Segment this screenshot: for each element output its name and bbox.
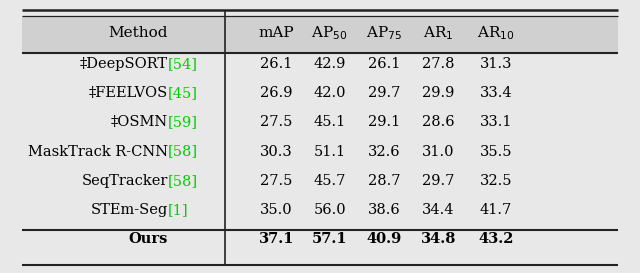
Text: 38.6: 38.6 (367, 203, 401, 217)
Text: 41.7: 41.7 (480, 203, 512, 217)
Text: 28.7: 28.7 (368, 174, 400, 188)
Text: 29.9: 29.9 (422, 86, 454, 100)
Text: 27.5: 27.5 (260, 115, 292, 129)
Text: AR$_{10}$: AR$_{10}$ (477, 25, 515, 42)
Text: ‡OSMN: ‡OSMN (111, 115, 168, 129)
Text: 45.1: 45.1 (314, 115, 346, 129)
Text: 26.9: 26.9 (260, 86, 292, 100)
Text: 33.4: 33.4 (480, 86, 512, 100)
Text: 32.6: 32.6 (368, 145, 400, 159)
Text: ‡FEELVOS: ‡FEELVOS (88, 86, 168, 100)
Text: 34.8: 34.8 (420, 232, 456, 246)
Text: Method: Method (108, 26, 168, 40)
Text: 57.1: 57.1 (312, 232, 348, 246)
Text: AP$_{75}$: AP$_{75}$ (366, 25, 402, 42)
Text: 42.0: 42.0 (314, 86, 346, 100)
Text: 29.7: 29.7 (422, 174, 454, 188)
Text: 27.5: 27.5 (260, 174, 292, 188)
Text: [59]: [59] (168, 115, 198, 129)
Text: MaskTrack R-CNN: MaskTrack R-CNN (28, 145, 168, 159)
Text: [58]: [58] (168, 174, 198, 188)
Text: [54]: [54] (168, 57, 198, 71)
Text: STEm-Seg: STEm-Seg (90, 203, 168, 217)
Text: SeqTracker: SeqTracker (81, 174, 168, 188)
Text: 34.4: 34.4 (422, 203, 454, 217)
Text: 27.8: 27.8 (422, 57, 454, 71)
Text: 43.2: 43.2 (478, 232, 514, 246)
Text: 37.1: 37.1 (259, 232, 294, 246)
Text: 33.1: 33.1 (480, 115, 512, 129)
Text: 35.5: 35.5 (480, 145, 512, 159)
Text: AR$_{1}$: AR$_{1}$ (423, 25, 454, 42)
Text: 51.1: 51.1 (314, 145, 346, 159)
Text: Ours: Ours (128, 232, 168, 246)
Text: ‡DeepSORT: ‡DeepSORT (79, 57, 168, 71)
Text: 35.0: 35.0 (260, 203, 292, 217)
Text: [1]: [1] (168, 203, 188, 217)
Text: 42.9: 42.9 (314, 57, 346, 71)
Text: 30.3: 30.3 (260, 145, 293, 159)
Text: 31.3: 31.3 (480, 57, 512, 71)
Text: [45]: [45] (168, 86, 198, 100)
Text: 29.1: 29.1 (368, 115, 400, 129)
Text: 32.5: 32.5 (480, 174, 512, 188)
Text: 45.7: 45.7 (314, 174, 346, 188)
Text: 56.0: 56.0 (314, 203, 346, 217)
Text: [58]: [58] (168, 145, 198, 159)
Text: 26.1: 26.1 (260, 57, 292, 71)
Text: 31.0: 31.0 (422, 145, 454, 159)
Text: 40.9: 40.9 (366, 232, 402, 246)
Text: mAP: mAP (259, 26, 294, 40)
Text: AP$_{50}$: AP$_{50}$ (312, 25, 348, 42)
Text: 28.6: 28.6 (422, 115, 454, 129)
Text: 26.1: 26.1 (368, 57, 400, 71)
Text: 29.7: 29.7 (368, 86, 400, 100)
